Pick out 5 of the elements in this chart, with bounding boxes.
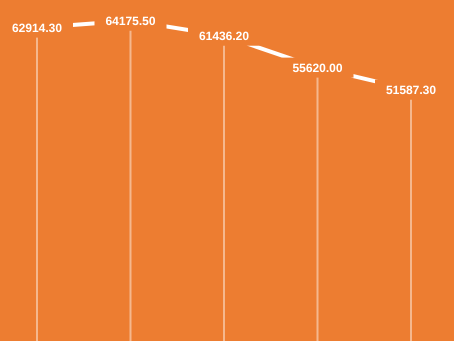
data-label: 62914.30 xyxy=(12,20,62,35)
data-label: 61436.20 xyxy=(198,28,250,43)
data-label: 64175.50 xyxy=(105,14,156,28)
data-label: 51587.30 xyxy=(386,82,436,97)
data-label: 55620.00 xyxy=(292,60,343,75)
